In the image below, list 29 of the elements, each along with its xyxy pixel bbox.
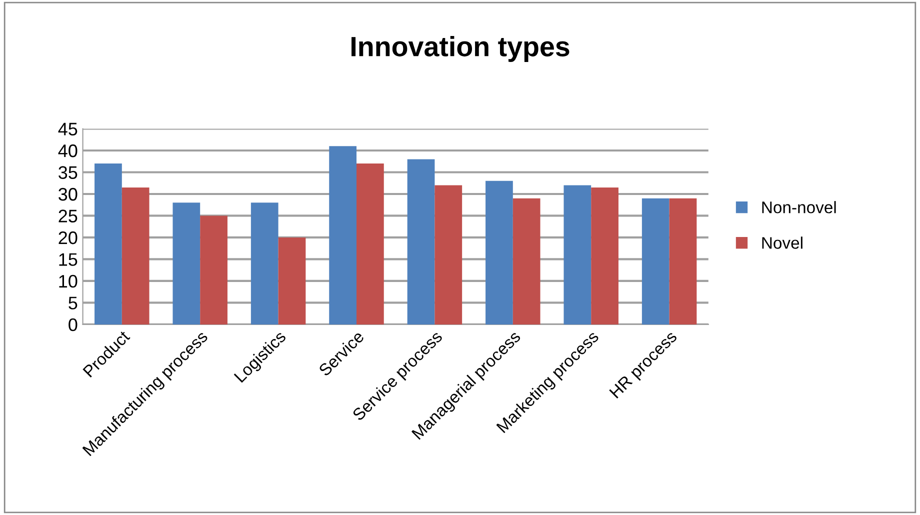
bar: [512, 198, 540, 324]
bar: [356, 164, 384, 324]
y-tick-label: 40: [58, 144, 78, 158]
bar: [591, 187, 618, 324]
bar: [278, 237, 306, 324]
y-tick-label: 25: [58, 210, 78, 222]
bar: [407, 159, 435, 324]
bar: [329, 146, 356, 324]
y-tick-label: 15: [59, 253, 78, 266]
bar: [200, 216, 228, 324]
y-tick-label: 30: [58, 188, 78, 201]
bar: [564, 185, 592, 324]
legend-label: Novel: [762, 236, 802, 249]
bar: [250, 202, 278, 324]
y-tick-label: 0: [68, 318, 78, 332]
y-tick-label: 5: [68, 296, 78, 310]
bar: [642, 198, 670, 324]
bar: [434, 185, 462, 324]
y-tick-label: 35: [58, 166, 78, 179]
y-tick-label: 45: [58, 122, 78, 136]
chart-title: Innovation types: [352, 36, 570, 62]
legend-label: Non-novel: [762, 201, 836, 214]
y-tick-label: 10: [59, 274, 78, 288]
bar: [669, 198, 697, 324]
bar: [122, 187, 150, 324]
y-tick-label: 20: [58, 231, 78, 244]
bar: [486, 180, 513, 324]
bar: [94, 164, 122, 324]
bar: [172, 202, 200, 324]
